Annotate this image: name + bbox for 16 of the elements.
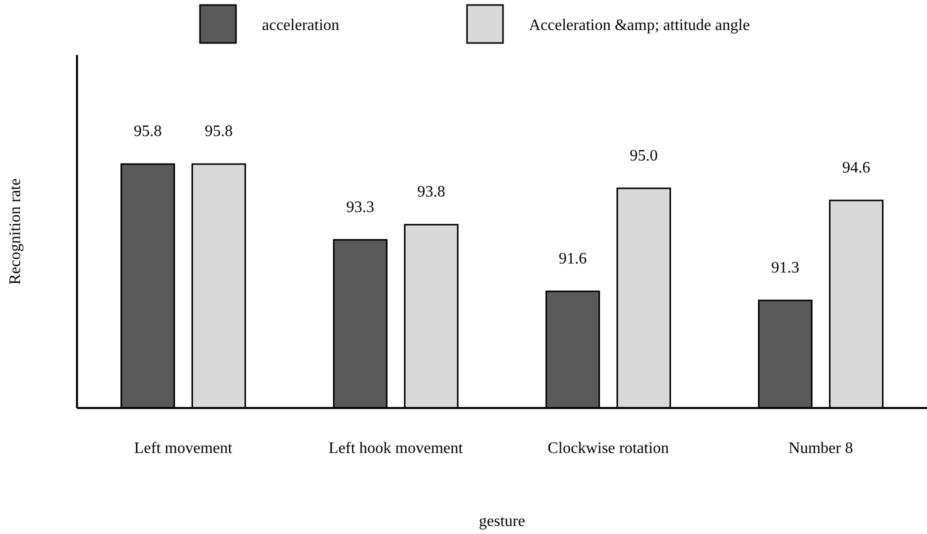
data-label: 95.0: [630, 147, 658, 164]
legend-label: acceleration: [262, 17, 340, 34]
x-tick-label: Left movement: [134, 440, 233, 457]
data-label: 93.3: [346, 198, 374, 216]
x-tick-label: Number 8: [788, 440, 853, 457]
data-label: 94.6: [842, 159, 870, 176]
data-label: 91.3: [771, 259, 800, 276]
data-label: 95.8: [134, 123, 162, 140]
data-label: 95.8: [204, 123, 233, 140]
data-label: 93.8: [417, 184, 446, 201]
x-tick-label: Clockwise rotation: [548, 440, 669, 457]
x-axis-title: gesture: [478, 513, 526, 530]
x-tick-label: Left hook movement: [328, 440, 464, 457]
legend-label: Acceleration &amp; attitude angle: [529, 17, 750, 34]
y-axis-title: Recognition rate: [7, 178, 24, 285]
data-label: 91.6: [558, 250, 587, 268]
